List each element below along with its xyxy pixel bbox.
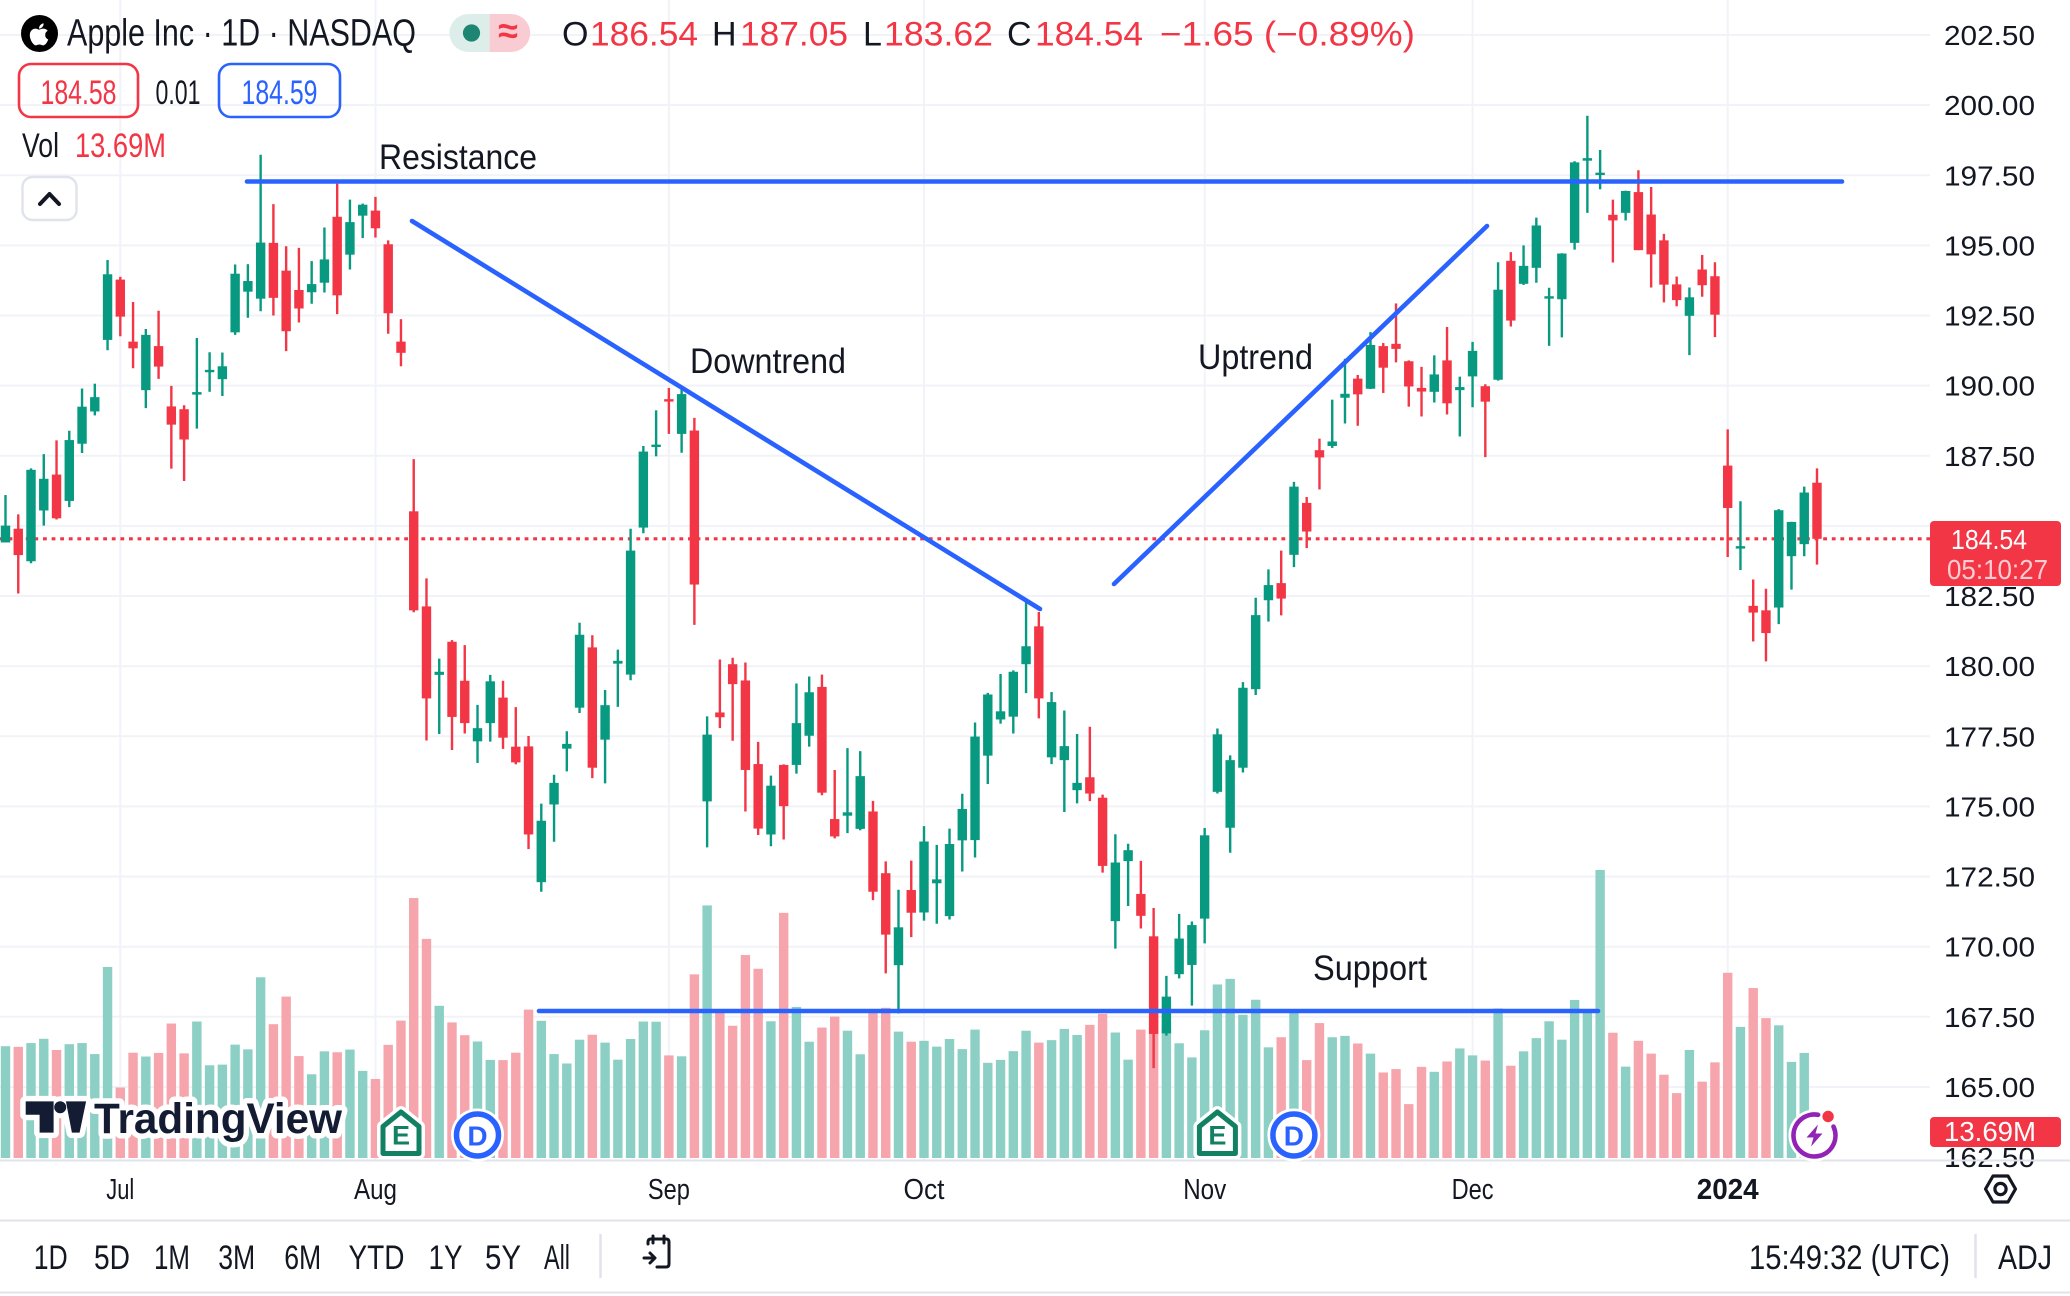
svg-text:−1.65 (−0.89%): −1.65 (−0.89%) <box>1160 16 1415 54</box>
svg-text:172.50: 172.50 <box>1944 862 2035 893</box>
svg-text:187.50: 187.50 <box>1944 441 2035 472</box>
svg-text:195.00: 195.00 <box>1944 230 2035 261</box>
svg-text:Apple Inc · 1D · NASDAQ: Apple Inc · 1D · NASDAQ <box>67 13 416 55</box>
svg-text:Oct: Oct <box>904 1174 945 1206</box>
svg-text:192.50: 192.50 <box>1944 301 2035 332</box>
svg-text:E: E <box>392 1121 410 1151</box>
svg-text:≈: ≈ <box>498 10 518 51</box>
svg-text:D: D <box>467 1121 487 1152</box>
svg-text:TradingView: TradingView <box>94 1095 343 1143</box>
svg-text:05:10:27: 05:10:27 <box>1947 554 2048 585</box>
svg-text:Vol: Vol <box>22 127 59 165</box>
svg-text:5Y: 5Y <box>485 1239 521 1277</box>
svg-text:183.62: 183.62 <box>884 16 993 54</box>
svg-text:Nov: Nov <box>1183 1174 1226 1206</box>
svg-text:175.00: 175.00 <box>1944 791 2035 822</box>
svg-text:3M: 3M <box>218 1239 255 1277</box>
svg-text:5D: 5D <box>94 1239 130 1277</box>
svg-text:H: H <box>712 16 737 54</box>
svg-text:Downtrend: Downtrend <box>690 342 846 381</box>
svg-text:184.59: 184.59 <box>242 74 318 112</box>
svg-text:170.00: 170.00 <box>1944 932 2035 963</box>
svg-text:182.50: 182.50 <box>1944 581 2035 612</box>
svg-text:Uptrend: Uptrend <box>1198 338 1313 377</box>
svg-text:184.54: 184.54 <box>1951 524 2027 555</box>
svg-text:1M: 1M <box>154 1239 190 1277</box>
svg-text:TradingView: TradingView <box>94 1095 343 1143</box>
svg-text:15:49:32 (UTC): 15:49:32 (UTC) <box>1749 1239 1950 1277</box>
svg-text:L: L <box>863 16 882 54</box>
svg-text:1D: 1D <box>34 1239 68 1277</box>
svg-text:Dec: Dec <box>1452 1174 1494 1206</box>
svg-text:C: C <box>1007 16 1032 54</box>
svg-text:13.69M: 13.69M <box>1944 1116 2036 1147</box>
svg-text:2024: 2024 <box>1697 1174 1759 1206</box>
svg-text:177.50: 177.50 <box>1944 721 2035 752</box>
svg-text:184.58: 184.58 <box>41 74 117 112</box>
svg-text:200.00: 200.00 <box>1944 90 2035 121</box>
svg-text:ADJ: ADJ <box>1998 1239 2052 1277</box>
svg-text:O: O <box>562 16 588 54</box>
svg-text:YTD: YTD <box>349 1239 405 1277</box>
svg-text:All: All <box>544 1239 570 1277</box>
svg-text:186.54: 186.54 <box>590 16 698 54</box>
svg-text:187.05: 187.05 <box>740 16 848 54</box>
svg-text:184.54: 184.54 <box>1035 16 1143 54</box>
svg-text:190.00: 190.00 <box>1944 371 2035 402</box>
svg-text:180.00: 180.00 <box>1944 651 2035 682</box>
svg-text:0.01: 0.01 <box>156 74 201 112</box>
svg-text:197.50: 197.50 <box>1944 160 2035 191</box>
svg-text:Jul: Jul <box>106 1174 134 1206</box>
svg-text:6M: 6M <box>284 1239 321 1277</box>
svg-text:202.50: 202.50 <box>1944 20 2035 51</box>
svg-text:Aug: Aug <box>354 1174 397 1206</box>
svg-text:162.50: 162.50 <box>1944 1142 2035 1173</box>
svg-text:13.69M: 13.69M <box>75 127 166 165</box>
svg-text:Support: Support <box>1313 949 1427 988</box>
svg-text:D: D <box>1284 1121 1304 1152</box>
svg-text:Resistance: Resistance <box>379 138 537 177</box>
svg-text:E: E <box>1208 1121 1226 1151</box>
svg-text:167.50: 167.50 <box>1944 1002 2035 1033</box>
svg-text:1Y: 1Y <box>429 1239 463 1277</box>
svg-text:165.00: 165.00 <box>1944 1072 2035 1103</box>
svg-text:Sep: Sep <box>648 1174 690 1206</box>
